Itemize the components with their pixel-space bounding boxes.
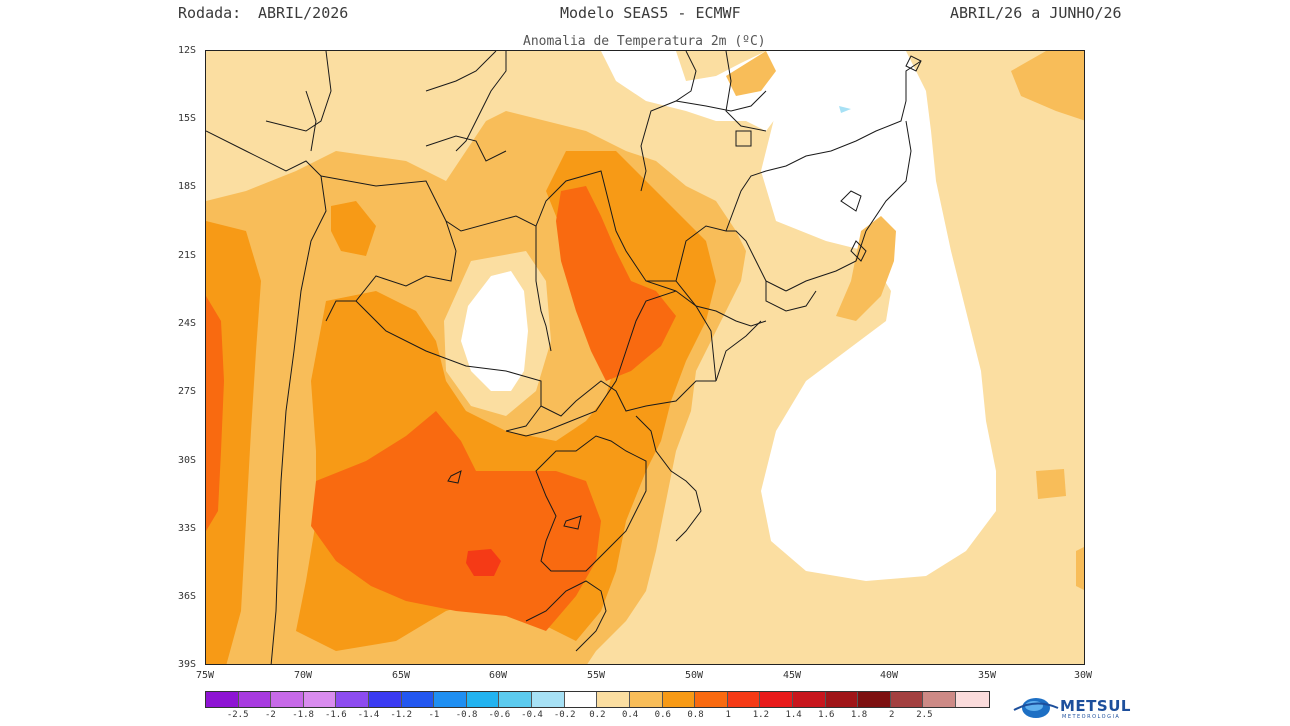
colorbar-swatch bbox=[434, 692, 467, 707]
map-subtitle: Anomalia de Temperatura 2m (ºC) bbox=[523, 34, 766, 49]
lon-label-55w: 55W bbox=[587, 670, 606, 681]
run-value: ABRIL/2026 bbox=[258, 4, 349, 22]
colorbar-swatch bbox=[727, 692, 761, 707]
colorbar-swatch bbox=[792, 692, 826, 707]
anomaly-1-0-argentina bbox=[311, 411, 601, 631]
anomaly-0-6-atlantic-spot bbox=[1036, 469, 1066, 499]
colorbar bbox=[205, 691, 990, 708]
colorbar-swatch bbox=[336, 692, 370, 707]
anomaly-0-6-north-spot bbox=[726, 51, 776, 96]
lat-label-30s: 30S bbox=[178, 455, 197, 466]
colorbar-swatch bbox=[858, 692, 891, 707]
neutral-zone-ocean bbox=[761, 51, 996, 581]
model-title: Modelo SEAS5 - ECMWF bbox=[560, 4, 741, 22]
colorbar-swatch bbox=[466, 692, 500, 707]
anomaly-1-2-spot bbox=[466, 549, 501, 576]
colorbar-label: -2 bbox=[264, 710, 276, 720]
colorbar-label: -1.2 bbox=[390, 710, 413, 720]
colorbar-swatch bbox=[760, 692, 793, 707]
colorbar-swatch bbox=[303, 692, 337, 707]
lat-label-27s: 27S bbox=[178, 386, 197, 397]
colorbar-swatch bbox=[206, 692, 239, 707]
lon-label-45w: 45W bbox=[783, 670, 802, 681]
colorbar-swatch bbox=[890, 692, 924, 707]
lat-label-18s: 18S bbox=[178, 181, 197, 192]
anomaly-1-0-parana bbox=[556, 186, 676, 381]
colorbar-label: 2.5 bbox=[916, 710, 933, 720]
metsul-logo bbox=[1013, 698, 1059, 718]
colorbar-label: -1.6 bbox=[324, 710, 347, 720]
colorbar-label: -1.8 bbox=[292, 710, 314, 720]
lat-label-24s: 24S bbox=[178, 318, 197, 329]
colorbar-swatch bbox=[956, 692, 989, 707]
logo-name: METSUL bbox=[1060, 697, 1131, 715]
lon-label-30w: 30W bbox=[1074, 670, 1093, 681]
colorbar-label: -2.5 bbox=[226, 710, 249, 720]
lon-label-35w: 35W bbox=[978, 670, 997, 681]
colorbar-swatch bbox=[923, 692, 957, 707]
anomaly-1-0-uruguay bbox=[536, 476, 596, 561]
anomaly-0-6-east-edge bbox=[1076, 547, 1084, 590]
colorbar-label: 1.4 bbox=[785, 710, 802, 720]
colorbar-label: -0.8 bbox=[455, 710, 478, 720]
lon-label-60w: 60W bbox=[489, 670, 508, 681]
colorbar-swatch bbox=[825, 692, 859, 707]
colorbar-swatch bbox=[401, 692, 435, 707]
colorbar-label: 1.6 bbox=[818, 710, 835, 720]
lon-label-70w: 70W bbox=[294, 670, 313, 681]
lon-label-40w: 40W bbox=[880, 670, 899, 681]
lon-label-65w: 65W bbox=[392, 670, 411, 681]
anomaly-map-svg bbox=[206, 51, 1084, 664]
country-borders bbox=[206, 51, 922, 664]
colorbar-label: 1.8 bbox=[850, 710, 868, 720]
lat-label-12s: 12S bbox=[178, 45, 197, 56]
colorbar-label: 0.2 bbox=[589, 710, 606, 720]
lat-label-36s: 36S bbox=[178, 591, 197, 602]
colorbar-swatch bbox=[629, 692, 663, 707]
colorbar-swatch bbox=[564, 692, 598, 707]
colorbar-label: 0.8 bbox=[687, 710, 704, 720]
logo-tagline: METEOROLOGIA bbox=[1062, 714, 1121, 720]
colorbar-label: -1 bbox=[428, 710, 440, 720]
colorbar-swatch bbox=[662, 692, 696, 707]
colorbar-label: 1 bbox=[725, 710, 731, 720]
lake-marker bbox=[839, 106, 851, 113]
period-label: ABRIL/26 a JUNHO/26 bbox=[950, 4, 1122, 22]
lat-label-15s: 15S bbox=[178, 113, 197, 124]
colorbar-swatch bbox=[369, 692, 402, 707]
anomaly-map bbox=[205, 50, 1085, 665]
colorbar-label: 1.2 bbox=[752, 710, 770, 720]
anomaly-0-6-east-coast bbox=[836, 216, 896, 321]
lat-label-39s: 39S bbox=[178, 659, 197, 670]
colorbar-swatch bbox=[597, 692, 630, 707]
colorbar-label: -0.2 bbox=[553, 710, 576, 720]
colorbar-label: -0.6 bbox=[488, 710, 511, 720]
lat-label-21s: 21S bbox=[178, 250, 197, 261]
lon-label-50w: 50W bbox=[685, 670, 704, 681]
anomaly-1-0-west-edge bbox=[206, 296, 224, 531]
run-label: Rodada: bbox=[178, 4, 242, 22]
colorbar-label: -0.4 bbox=[521, 710, 543, 720]
colorbar-swatch bbox=[499, 692, 533, 707]
lat-label-33s: 33S bbox=[178, 523, 197, 534]
anomaly-0-6-northeast-corner bbox=[1011, 51, 1084, 121]
lon-label-75w: 75W bbox=[196, 670, 215, 681]
colorbar-swatch bbox=[532, 692, 565, 707]
colorbar-label: 2 bbox=[888, 710, 895, 720]
colorbar-swatch bbox=[695, 692, 728, 707]
colorbar-swatch bbox=[238, 692, 272, 707]
anomaly-0-8-north-bolivia bbox=[331, 201, 376, 256]
colorbar-label: -1.4 bbox=[357, 710, 380, 720]
colorbar-swatch bbox=[271, 692, 304, 707]
neutral-zone-paraguay-core bbox=[461, 271, 528, 391]
colorbar-label: 0.4 bbox=[621, 710, 639, 720]
colorbar-label: 0.6 bbox=[654, 710, 671, 720]
